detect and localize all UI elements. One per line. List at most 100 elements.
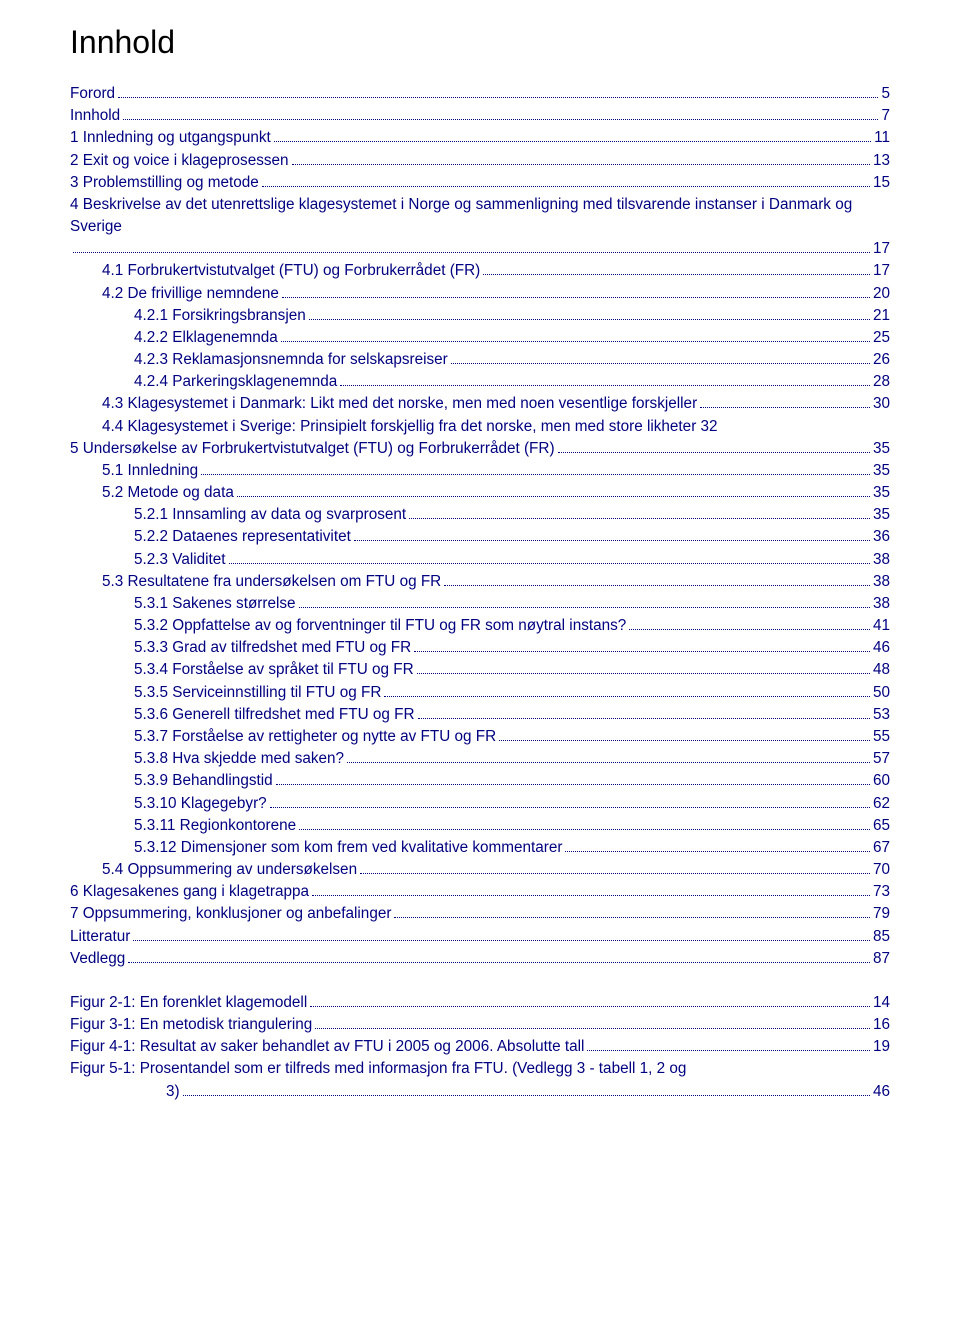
leader-dots <box>565 839 870 852</box>
toc-entry-label: Figur 5-1: Prosentandel som er tilfreds … <box>70 1060 686 1077</box>
toc-page-number: 46 <box>873 637 890 659</box>
toc-entry[interactable]: 5.3.12 Dimensjoner som kom frem ved kval… <box>70 837 890 859</box>
leader-dots <box>183 1082 870 1095</box>
toc-entry[interactable]: 5.2.1 Innsamling av data og svarprosent3… <box>70 504 890 526</box>
toc-entry[interactable]: 5.2.2 Dataenes representativitet 36 <box>70 526 890 548</box>
toc-page-number: 41 <box>873 615 890 637</box>
toc-entry-label: 2 Exit og voice i klageprosessen <box>70 150 289 172</box>
toc-page-number: 26 <box>873 349 890 371</box>
toc-entry[interactable]: 5.3.2 Oppfattelse av og forventninger ti… <box>70 615 890 637</box>
toc-entry[interactable]: 4 Beskrivelse av det utenrettslige klage… <box>70 194 890 261</box>
toc-page-number: 48 <box>873 659 890 681</box>
toc-page-number: 35 <box>873 460 890 482</box>
toc-entry-label: 5.3.11 Regionkontorene <box>134 815 296 837</box>
figure-entry[interactable]: Figur 5-1: Prosentandel som er tilfreds … <box>70 1058 890 1102</box>
toc-entry[interactable]: Forord 5 <box>70 83 890 105</box>
toc-entry[interactable]: 4.3 Klagesystemet i Danmark: Likt med de… <box>70 393 890 415</box>
toc-entry-label: 5.3.2 Oppfattelse av og forventninger ti… <box>134 615 626 637</box>
toc-entry-label: 5.3.10 Klagegebyr? <box>134 793 267 815</box>
toc-entry[interactable]: 4.2.1 Forsikringsbransjen21 <box>70 305 890 327</box>
toc-entry[interactable]: 5.3.1 Sakenes størrelse38 <box>70 593 890 615</box>
toc-entry-label: 5.2.1 Innsamling av data og svarprosent <box>134 504 406 526</box>
toc-entry-label: Figur 4-1: Resultat av saker behandlet a… <box>70 1036 584 1058</box>
toc-entry[interactable]: 4.2 De frivillige nemndene20 <box>70 283 890 305</box>
toc-entry[interactable]: 4.2.4 Parkeringsklagenemnda 28 <box>70 371 890 393</box>
toc-page-number: 36 <box>873 526 890 548</box>
toc-page-number: 55 <box>873 726 890 748</box>
toc-entry-label: 1 Innledning og utgangspunkt <box>70 127 271 149</box>
toc-entry[interactable]: Figur 4-1: Resultat av saker behandlet a… <box>70 1036 890 1058</box>
toc-entry[interactable]: 1 Innledning og utgangspunkt 11 <box>70 127 890 149</box>
leader-dots <box>629 617 870 630</box>
toc-entry-label: Vedlegg <box>70 948 125 970</box>
toc-page-number: 32 <box>701 416 718 438</box>
toc-entry[interactable]: 4.2.2 Elklagenemnda25 <box>70 327 890 349</box>
toc-entry[interactable]: 5.3.9 Behandlingstid60 <box>70 770 890 792</box>
toc-page-number: 5 <box>881 83 890 105</box>
leader-dots <box>292 151 870 164</box>
toc-page-number: 35 <box>873 482 890 504</box>
toc-entry-label: 5 Undersøkelse av Forbrukertvistutvalget… <box>70 438 555 460</box>
toc-entry[interactable]: 5.1 Innledning35 <box>70 460 890 482</box>
toc-entry[interactable]: Vedlegg87 <box>70 948 890 970</box>
toc-entry-label: 5.3.3 Grad av tilfredshet med FTU og FR <box>134 637 411 659</box>
toc-entry[interactable]: 5.2 Metode og data 35 <box>70 482 890 504</box>
leader-dots <box>201 462 870 475</box>
toc-entry[interactable]: Litteratur85 <box>70 926 890 948</box>
leader-dots <box>282 284 870 297</box>
toc-entry[interactable]: 5.3.5 Serviceinnstilling til FTU og FR50 <box>70 682 890 704</box>
leader-dots <box>347 750 870 763</box>
toc-entry[interactable]: 7 Oppsummering, konklusjoner og anbefali… <box>70 903 890 925</box>
leader-dots <box>558 440 870 453</box>
toc-page-number: 57 <box>873 748 890 770</box>
toc-entry[interactable]: 5.3.11 Regionkontorene65 <box>70 815 890 837</box>
toc-entry[interactable]: Innhold7 <box>70 105 890 127</box>
toc-entry[interactable]: 5.2.3 Validitet38 <box>70 549 890 571</box>
leader-dots <box>409 506 870 519</box>
toc-page-number: 38 <box>873 571 890 593</box>
toc-entry[interactable]: 5.3.10 Klagegebyr? 62 <box>70 793 890 815</box>
toc-entry[interactable]: 5.3.8 Hva skjedde med saken?57 <box>70 748 890 770</box>
toc-entry[interactable]: 5.3.4 Forståelse av språket til FTU og F… <box>70 659 890 681</box>
toc-page-number: 30 <box>873 393 890 415</box>
toc-entry[interactable]: 4.4 Klagesystemet i Sverige: Prinsipielt… <box>70 416 890 438</box>
toc-entry-label: 4.3 Klagesystemet i Danmark: Likt med de… <box>102 393 697 415</box>
toc-entry-label: Forord <box>70 83 115 105</box>
toc-page-number: 62 <box>873 793 890 815</box>
leader-dots <box>384 683 870 696</box>
toc-entry[interactable]: 5.3.3 Grad av tilfredshet med FTU og FR 4… <box>70 637 890 659</box>
toc-page-number: 11 <box>874 127 890 149</box>
toc-entry[interactable]: 2 Exit og voice i klageprosessen13 <box>70 150 890 172</box>
toc-entry-label: 4.1 Forbrukertvistutvalget (FTU) og Forb… <box>102 260 480 282</box>
toc-entry[interactable]: 5.4 Oppsummering av undersøkelsen70 <box>70 859 890 881</box>
leader-dots <box>133 927 870 940</box>
leader-dots <box>700 395 870 408</box>
toc-entry[interactable]: 3 Problemstilling og metode15 <box>70 172 890 194</box>
toc-entry[interactable]: Figur 2-1: En forenklet klagemodell14 <box>70 992 890 1014</box>
toc-entry-label: 4.4 Klagesystemet i Sverige: Prinsipielt… <box>102 416 696 438</box>
toc-entry[interactable]: 5 Undersøkelse av Forbrukertvistutvalget… <box>70 438 890 460</box>
toc-entry[interactable]: 4.1 Forbrukertvistutvalget (FTU) og Forb… <box>70 260 890 282</box>
leader-dots <box>499 728 870 741</box>
toc-entry-label: 4.2.3 Reklamasjonsnemnda for selskapsrei… <box>134 349 448 371</box>
toc-entry-label: 5.4 Oppsummering av undersøkelsen <box>102 859 357 881</box>
toc-entry[interactable]: 6 Klagesakenes gang i klagetrappa73 <box>70 881 890 903</box>
toc-entry-label: 5.2 Metode og data <box>102 482 234 504</box>
leader-dots <box>274 129 871 142</box>
list-of-figures: Figur 2-1: En forenklet klagemodell14Fig… <box>70 992 890 1103</box>
toc-entry-label: 5.2.2 Dataenes representativitet <box>134 526 351 548</box>
leader-dots <box>276 772 870 785</box>
toc-entry-label: 5.3.12 Dimensjoner som kom frem ved kval… <box>134 837 562 859</box>
leader-dots <box>299 816 870 829</box>
leader-dots <box>587 1038 870 1051</box>
toc-entry-label: 5.3.1 Sakenes størrelse <box>134 593 296 615</box>
toc-entry[interactable]: Figur 3-1: En metodisk triangulering16 <box>70 1014 890 1036</box>
toc-entry[interactable]: 5.3 Resultatene fra undersøkelsen om FTU… <box>70 571 890 593</box>
toc-page-number: 20 <box>873 283 890 305</box>
toc-page-number: 28 <box>873 371 890 393</box>
toc-entry[interactable]: 5.3.6 Generell tilfredshet med FTU og FR… <box>70 704 890 726</box>
toc-entry[interactable]: 5.3.7 Forståelse av rettigheter og nytte… <box>70 726 890 748</box>
toc-entry[interactable]: 4.2.3 Reklamasjonsnemnda for selskapsrei… <box>70 349 890 371</box>
toc-page-number: 46 <box>873 1081 890 1103</box>
toc-entry-label: 4.2.4 Parkeringsklagenemnda <box>134 371 337 393</box>
